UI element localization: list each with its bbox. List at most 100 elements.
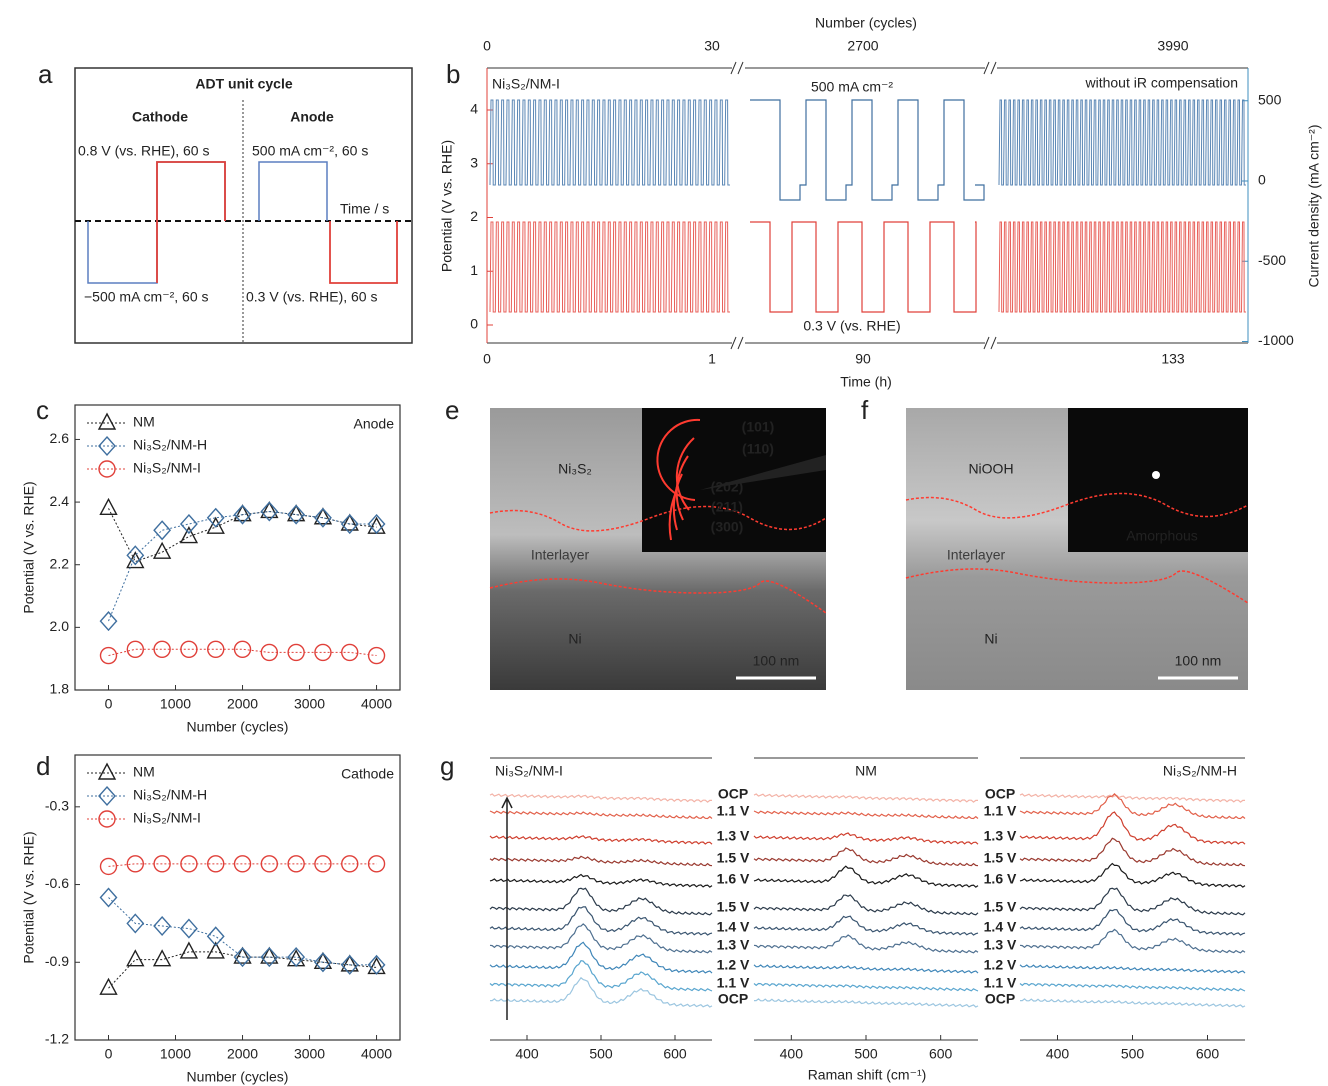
marker [206, 516, 225, 534]
legend-marker [98, 460, 116, 478]
marker [287, 504, 306, 525]
marker [126, 640, 145, 658]
label: 500 mA cm⁻², 60 s [252, 143, 368, 159]
series-line [108, 897, 377, 966]
potential-label: 1.3 V [984, 937, 1017, 953]
top-tick-label: 2700 [847, 38, 878, 54]
label: 100 nm [1175, 653, 1222, 669]
axis-title: Time (h) [840, 374, 892, 390]
left-tick-label: 2 [470, 208, 478, 224]
waveform [998, 221, 1246, 313]
x-tick-label: 3000 [294, 1046, 325, 1062]
x-tick-label: 1000 [160, 696, 191, 712]
x-tick-label: 400 [1046, 1046, 1070, 1062]
column-title: Ni₃S₂/NM-H [1163, 763, 1237, 779]
column-title: NM [855, 763, 877, 779]
potential-label: 1.5 V [984, 899, 1017, 915]
diffraction-ring [656, 418, 701, 501]
spectrum [1019, 837, 1246, 867]
spectrum [1019, 793, 1246, 820]
spectrum [753, 982, 979, 992]
potential-label: 1.1 V [717, 975, 750, 991]
spectrum [489, 835, 713, 845]
marker [126, 913, 145, 934]
marker [153, 520, 172, 541]
spectrum [1019, 887, 1246, 916]
spectrum [753, 964, 979, 974]
waveform [489, 221, 730, 313]
marker [233, 640, 252, 658]
x-tick-label: 0 [105, 696, 113, 712]
diffraction-ring [668, 491, 677, 541]
inset [642, 408, 826, 552]
label: ADT unit cycle [195, 76, 292, 92]
panel-label: f [861, 395, 869, 425]
marker [260, 946, 279, 964]
x-tick-label: 2000 [227, 1046, 258, 1062]
column-title: Ni₃S₂/NM-I [495, 763, 563, 779]
potential-label: 1.2 V [717, 957, 750, 973]
potential-label: 1.3 V [984, 828, 1017, 844]
x-tick-label: 1000 [160, 1046, 191, 1062]
legend-label: NM [133, 414, 155, 430]
marker [367, 956, 386, 975]
spectrum [1019, 811, 1246, 845]
legend-marker [98, 810, 116, 828]
marker [206, 507, 225, 528]
waveform [750, 221, 977, 313]
y-tick-label: -0.6 [45, 875, 69, 891]
marker [126, 855, 145, 873]
left-tick-label: 0 [470, 316, 478, 332]
x-tick-label: 4000 [361, 1046, 392, 1062]
label: Cathode [132, 109, 188, 125]
marker [260, 855, 279, 873]
marker [367, 646, 386, 665]
diffraction-ring [675, 437, 695, 511]
top-tick-label: 0 [483, 38, 491, 54]
spectrum [489, 906, 713, 936]
axis-break [983, 336, 997, 350]
potential-label: 1.5 V [717, 899, 750, 915]
top-tick-label: 30 [704, 38, 720, 54]
spectrum [489, 855, 713, 867]
x-tick-label: 400 [780, 1046, 804, 1062]
spectrum [753, 894, 979, 916]
spectrum [490, 976, 713, 1008]
label: 100 nm [753, 653, 800, 669]
x-tick-label: 2000 [227, 696, 258, 712]
series-line [108, 648, 377, 657]
label: Ni₃S₂/NM-I [492, 76, 560, 92]
series-line [108, 951, 377, 989]
y-tick-label: -1.2 [45, 1031, 69, 1047]
marker [341, 855, 359, 873]
label: without iR compensation [1084, 75, 1238, 91]
panel-label: g [440, 751, 454, 781]
boundary [489, 505, 827, 532]
axis-title: Potential (V vs. RHE) [439, 140, 455, 272]
marker [180, 640, 198, 658]
marker [152, 949, 172, 967]
y-tick-label: -0.3 [45, 798, 69, 814]
marker [367, 954, 386, 975]
potential-label: 1.2 V [984, 957, 1017, 973]
right-tick-label: 500 [1258, 91, 1282, 107]
diffraction-spot [1152, 471, 1160, 479]
spectrum [1020, 998, 1246, 1008]
marker [180, 855, 198, 873]
plot-frame [74, 754, 401, 1041]
label: Interlayer [531, 547, 590, 563]
marker [99, 611, 118, 632]
boundary [905, 568, 1249, 604]
marker [206, 926, 225, 947]
waveform [258, 161, 328, 221]
potential-label: 1.4 V [717, 919, 750, 935]
series-line [108, 510, 377, 622]
marker [367, 513, 386, 535]
marker [99, 977, 118, 995]
spectrum [753, 915, 979, 936]
marker [99, 497, 118, 516]
spectrum [753, 865, 979, 888]
marker [287, 947, 306, 968]
x-tick-label: 500 [1121, 1046, 1145, 1062]
top-tick-label: 3990 [1157, 38, 1188, 54]
